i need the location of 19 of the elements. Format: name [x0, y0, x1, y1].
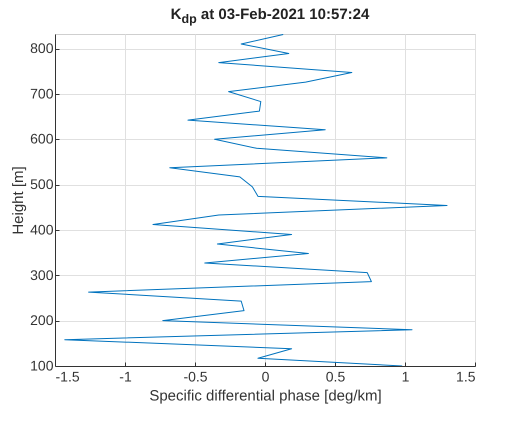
y-tick-label: 800 [30, 40, 54, 56]
y-tick-label: 500 [30, 176, 54, 192]
chart-title: K$_{dp}$ at 03-Feb-2021 10:57:24 [170, 5, 370, 28]
y-axis-title: Height [m] [10, 166, 28, 235]
y-tick-label: 700 [30, 85, 54, 102]
y-tick-label: 200 [30, 312, 54, 328]
x-tick-label: 0.5 [326, 368, 346, 384]
y-tick-label: 100 [30, 358, 54, 374]
x-tick-label: -0.5 [183, 368, 208, 384]
x-tick-label: 0 [262, 368, 270, 384]
line-series [64, 34, 448, 366]
y-tick-label: 600 [30, 130, 54, 147]
y-tick-label: 400 [30, 221, 54, 238]
x-tick-label: -1 [119, 368, 132, 384]
x-axis-title: Specific differential phase [deg/km] [149, 388, 382, 404]
x-tick-label: 1 [402, 368, 410, 384]
x-tick-label: -1.5 [56, 368, 80, 384]
x-tick-label: 1.5 [456, 368, 476, 384]
y-tick-label: 300 [30, 266, 54, 283]
